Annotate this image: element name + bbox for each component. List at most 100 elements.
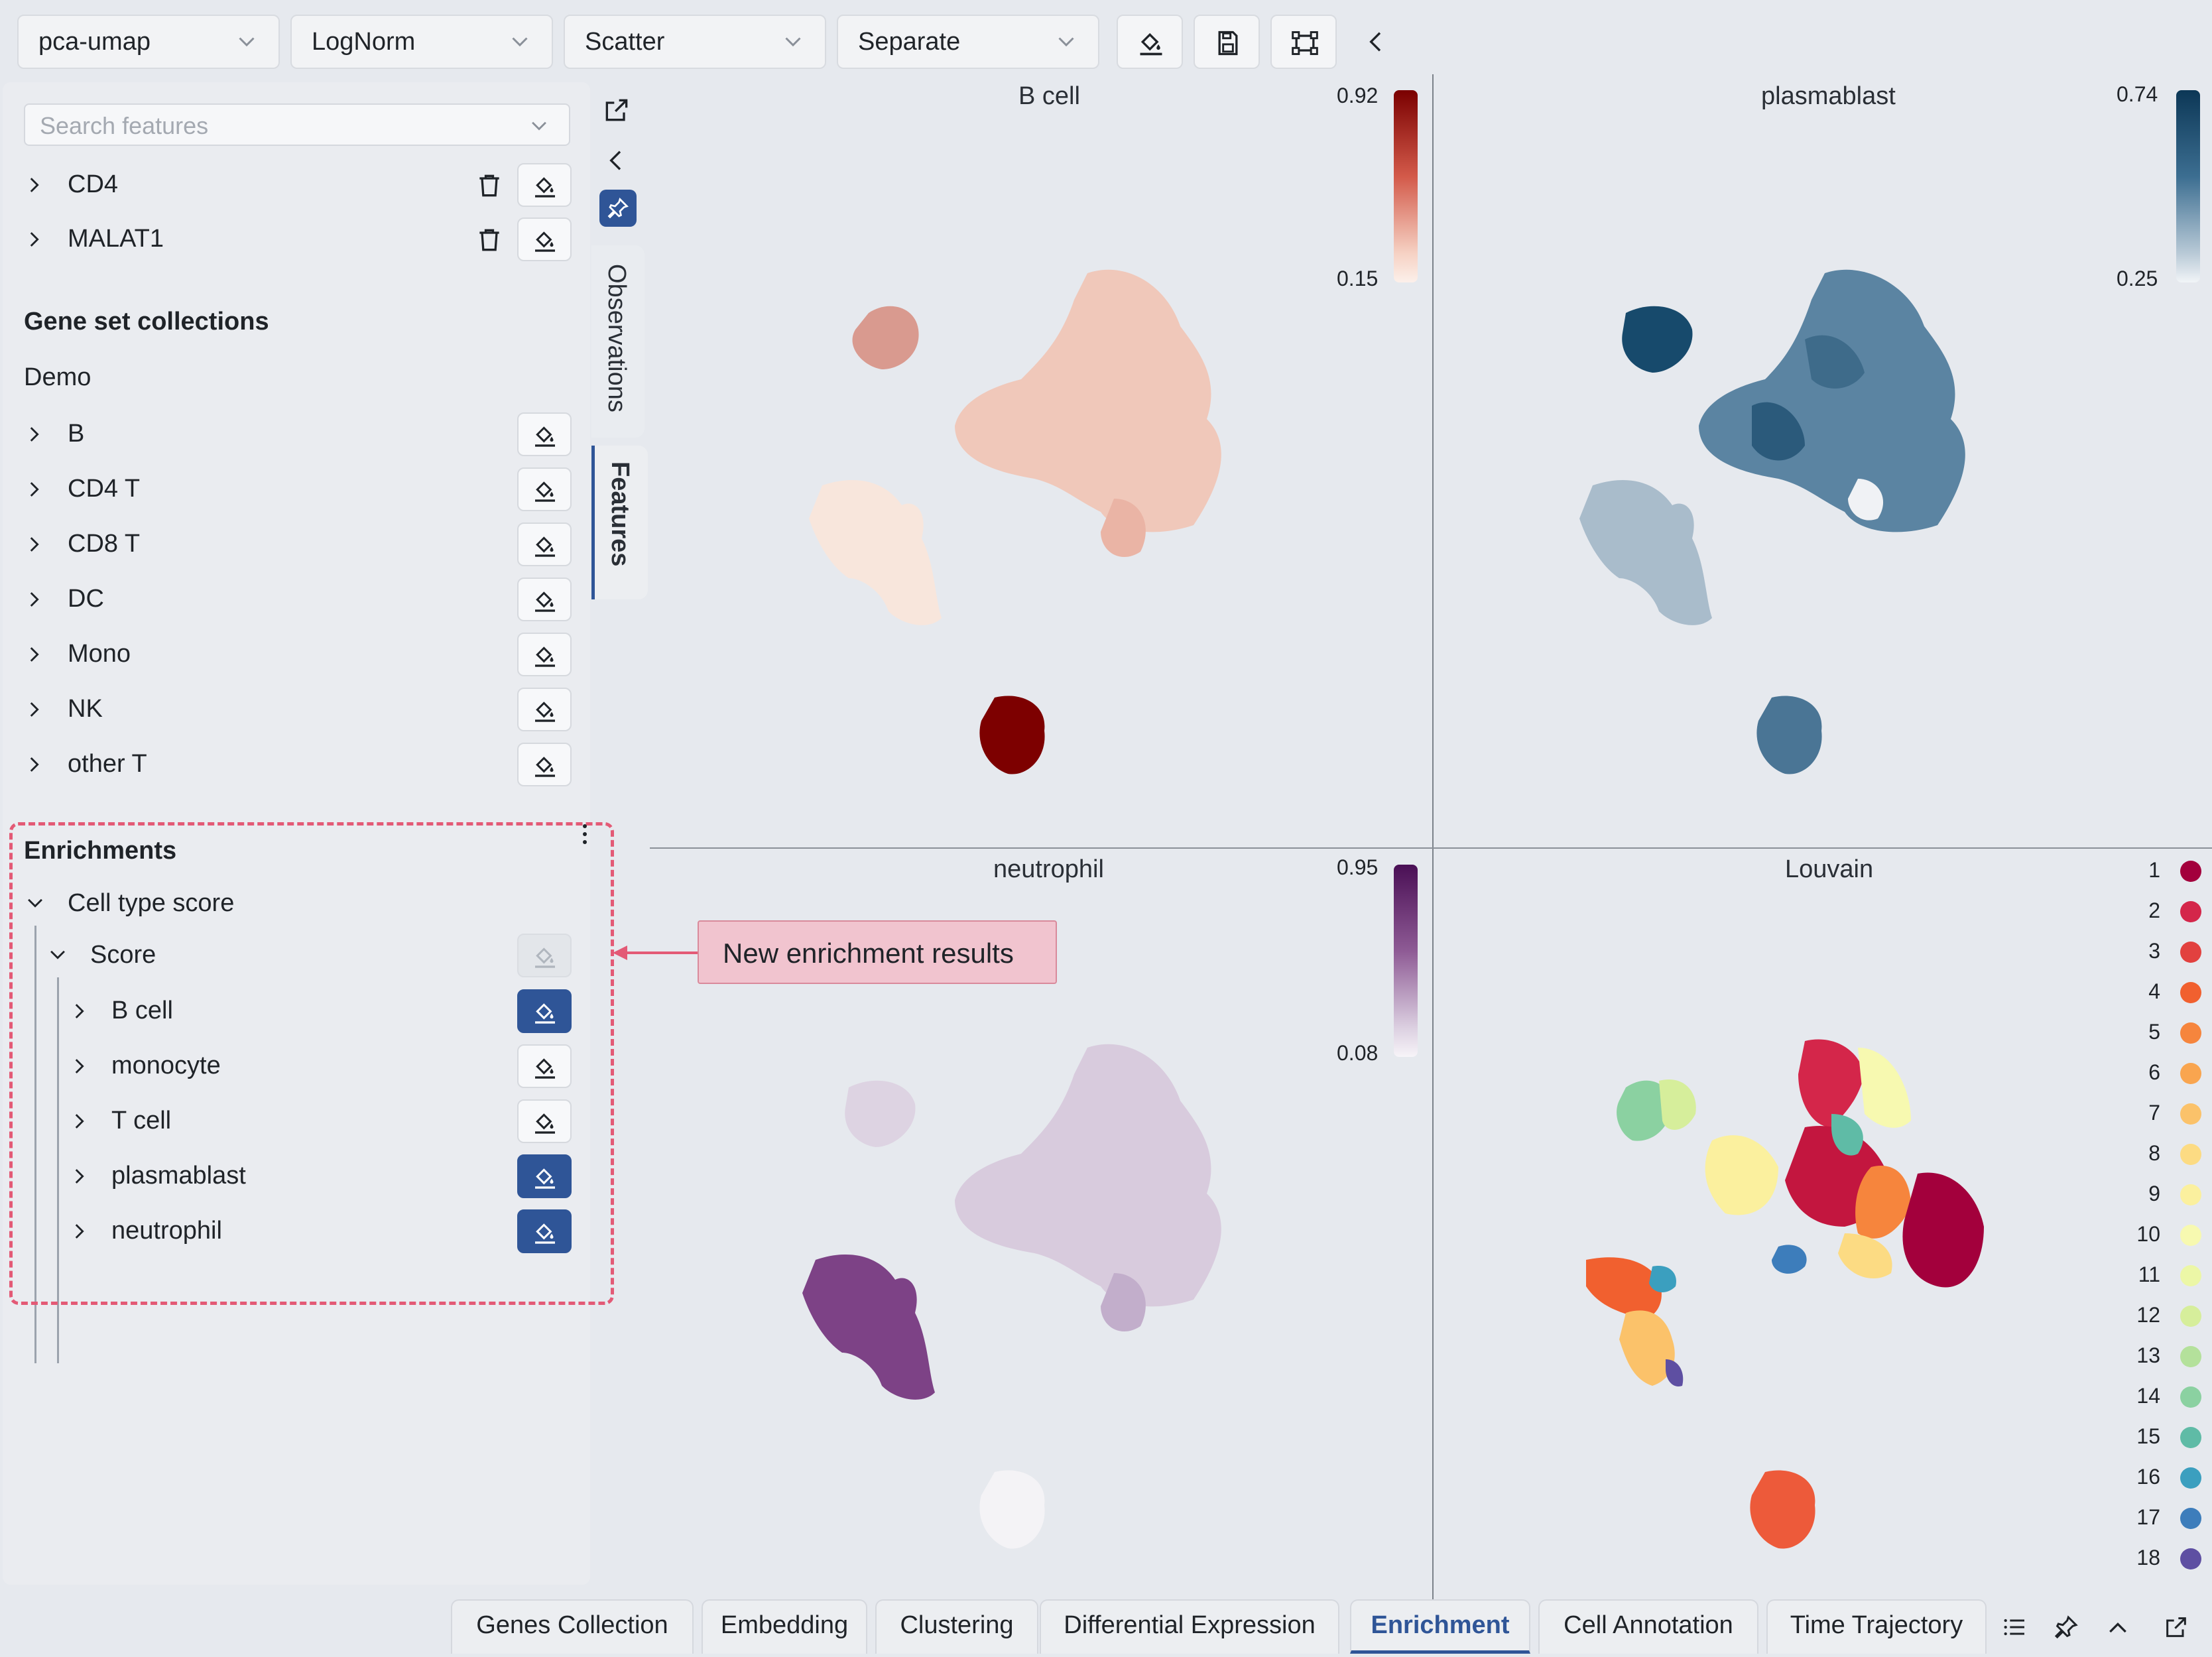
pin-button[interactable] [599,190,637,227]
legend-label: 1 [2148,858,2160,882]
gene-set-item[interactable]: CD8 T [3,521,590,568]
chevron-right-icon[interactable] [68,1219,90,1244]
gene-set-item[interactable]: NK [3,686,590,733]
legend-label: 4 [2148,979,2160,1003]
plot-type-select[interactable]: Scatter [564,15,826,69]
chevron-right-icon[interactable] [23,227,45,252]
tab-enrichment[interactable]: Enrichment [1350,1599,1530,1654]
more-vertical-icon[interactable] [581,822,589,846]
enrichment-item[interactable]: neutrophil [3,1208,590,1255]
enrichment-color-button[interactable] [517,1099,572,1143]
tab-genes-collection[interactable]: Genes Collection [451,1599,694,1654]
legend-swatch [2180,1184,2201,1205]
pin-icon[interactable] [2053,1614,2079,1640]
tab-time-trajectory[interactable]: Time Trajectory [1766,1599,1987,1654]
tab-label: Enrichment [1371,1611,1510,1639]
normalization-select-value: LogNorm [312,28,416,56]
subgroup-color-button[interactable] [517,934,572,977]
legend-swatch [2180,1508,2201,1529]
fit-view-button[interactable] [1270,15,1337,69]
search-features-input[interactable]: Search features [24,103,570,146]
collapse-left-icon[interactable] [1363,27,1390,57]
enrichment-color-button[interactable] [517,1209,572,1253]
enrichment-item[interactable]: T cell [3,1098,590,1144]
feature-color-button[interactable] [517,217,572,261]
chevron-down-icon[interactable] [23,891,48,914]
chevron-right-icon[interactable] [68,1164,90,1189]
callout-arrow [613,946,699,960]
plot-neutrophil[interactable]: neutrophil 0.95 0.08 [650,849,1432,1599]
chevron-right-icon[interactable] [23,587,45,612]
enrichment-color-button[interactable] [517,1154,572,1198]
enrichment-subgroup-score[interactable]: Score [3,932,590,979]
gene-set-item[interactable]: Mono [3,631,590,678]
features-panel: Search features CD4 MALAT1 Gene set coll… [3,82,590,1585]
gene-set-color-button[interactable] [517,688,572,731]
chevron-right-icon[interactable] [23,697,45,722]
paint-bucket-icon [1140,32,1162,56]
list-icon[interactable] [2001,1614,2028,1640]
tab-observations[interactable]: Observations [591,245,645,438]
legend-label: 6 [2148,1060,2160,1084]
chevron-right-icon[interactable] [23,422,45,447]
plot-b-cell[interactable]: B cell 0.92 0.15 [650,74,1432,847]
gene-set-color-button[interactable] [517,467,572,511]
embedding-select[interactable]: pca-umap [17,15,280,69]
collapse-left-icon[interactable] [603,146,630,175]
chevron-right-icon[interactable] [23,642,45,667]
gene-set-item[interactable]: DC [3,576,590,623]
umap-scatter [1586,1039,1984,1549]
chevron-right-icon[interactable] [23,172,45,198]
feature-item-cd4[interactable]: CD4 [3,162,590,208]
bounding-box-icon [1292,31,1318,55]
color-fill-button[interactable] [1117,15,1183,69]
plot-louvain[interactable]: Louvain 1 2 3 4 5 6 7 8 9 10 11 12 13 14 15 16 17 18 [1434,849,2212,1599]
legend-label: 13 [2136,1343,2160,1367]
external-link-icon[interactable] [602,95,631,125]
gene-set-color-button[interactable] [517,578,572,621]
umap-scatter [809,269,1221,774]
chevron-right-icon[interactable] [23,752,45,777]
paint-bucket-icon [535,948,555,968]
external-link-icon[interactable] [2163,1614,2189,1640]
chevron-right-icon[interactable] [68,1109,90,1134]
chevron-down-icon[interactable] [45,943,70,965]
gene-set-item[interactable]: CD4 T [3,466,590,513]
layout-select[interactable]: Separate [837,15,1099,69]
enrichment-color-button[interactable] [517,989,572,1033]
gene-set-item[interactable]: B [3,411,590,458]
enrichment-group-cell-type-score[interactable]: Cell type score [3,881,590,927]
chevron-right-icon[interactable] [23,477,45,502]
save-button[interactable] [1194,15,1260,69]
plot-plasmablast[interactable]: plasmablast 0.74 0.25 [1434,74,2212,847]
trash-icon[interactable] [475,171,504,200]
gene-set-color-button[interactable] [517,743,572,786]
legend-label: 12 [2136,1303,2160,1327]
chevron-right-icon[interactable] [68,1054,90,1079]
enrichment-color-button[interactable] [517,1044,572,1088]
tab-clustering[interactable]: Clustering [875,1599,1038,1654]
tab-cell-annotation[interactable]: Cell Annotation [1538,1599,1758,1654]
gene-set-item[interactable]: other T [3,741,590,788]
gene-set-color-button[interactable] [517,633,572,676]
gene-set-color-button[interactable] [517,522,572,566]
gene-set-color-button[interactable] [517,412,572,456]
tab-embedding[interactable]: Embedding [702,1599,867,1654]
legend-swatch [2180,942,2201,963]
legend-label: 5 [2148,1020,2160,1044]
feature-item-malat1[interactable]: MALAT1 [3,216,590,263]
chevron-right-icon[interactable] [23,532,45,557]
enrichment-item[interactable]: monocyte [3,1043,590,1089]
chevron-up-icon[interactable] [2105,1615,2131,1642]
enrichment-item[interactable]: B cell [3,988,590,1034]
enrichment-item[interactable]: plasmablast [3,1153,590,1199]
legend-swatch [2180,1225,2201,1246]
chevron-right-icon[interactable] [68,999,90,1024]
normalization-select[interactable]: LogNorm [290,15,553,69]
tab-differential-expression[interactable]: Differential Expression [1040,1599,1339,1654]
tab-features[interactable]: Features [591,446,648,599]
trash-icon[interactable] [475,225,504,255]
layout-select-value: Separate [858,28,961,56]
paint-bucket-icon [535,1223,555,1244]
feature-color-button[interactable] [517,163,572,207]
